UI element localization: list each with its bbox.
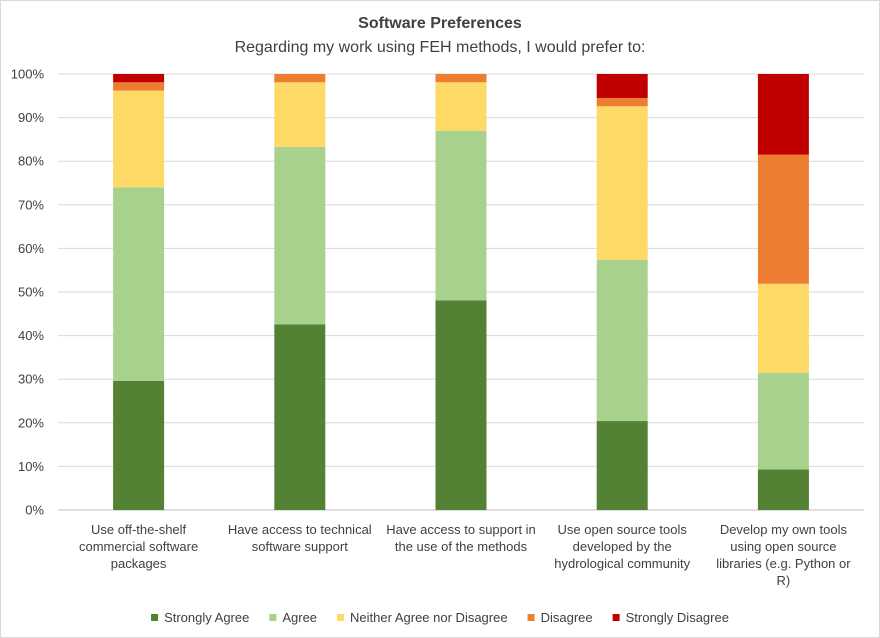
bar-segment	[113, 187, 165, 381]
bar-segment	[435, 82, 487, 131]
y-tick-label: 0%	[25, 503, 44, 518]
legend-item: Agree	[269, 610, 317, 625]
legend-label: Agree	[282, 610, 317, 625]
bar-segment	[274, 324, 326, 510]
category-label: software support	[252, 539, 348, 554]
category-label: hydrological community	[554, 556, 690, 571]
category-label: using open source	[730, 539, 836, 554]
bar-segment	[757, 372, 809, 470]
y-tick-label: 50%	[18, 285, 44, 300]
legend-swatch	[337, 614, 345, 621]
bar-segment	[757, 74, 809, 155]
category-label: R)	[777, 573, 791, 588]
y-tick-label: 60%	[18, 241, 44, 256]
legend-label: Strongly Agree	[164, 610, 249, 625]
bar-segment	[596, 106, 648, 260]
y-tick-label: 10%	[18, 459, 44, 474]
bar-segment	[274, 74, 326, 83]
category-label: Have access to support in	[386, 522, 536, 537]
bar-segment	[757, 469, 809, 510]
legend-label: Strongly Disagree	[626, 610, 729, 625]
bar-segment	[113, 90, 165, 188]
category-label: packages	[111, 556, 167, 571]
y-tick-label: 20%	[18, 415, 44, 430]
category-label: commercial software	[79, 539, 198, 554]
y-tick-label: 40%	[18, 328, 44, 343]
category-label: developed by the	[573, 539, 672, 554]
y-tick-label: 80%	[18, 154, 44, 169]
chart-title: Software Preferences	[358, 15, 522, 32]
bars	[113, 74, 809, 510]
bar-segment	[113, 74, 165, 83]
legend-item: Strongly Disagree	[612, 610, 729, 625]
category-label: libraries (e.g. Python or	[716, 556, 851, 571]
bar-segment	[596, 259, 648, 422]
legend-label: Neither Agree nor Disagree	[350, 610, 508, 625]
legend-swatch	[151, 614, 159, 621]
bar-segment	[113, 82, 165, 91]
bar-segment	[435, 300, 487, 510]
y-tick-label: 30%	[18, 372, 44, 387]
bar-segment	[274, 82, 326, 147]
x-axis: Use off-the-shelf commercial software pack…	[79, 522, 851, 588]
category-label: Develop my own tools	[720, 522, 848, 537]
category-label: Use open source tools	[558, 522, 688, 537]
bar-segment	[274, 146, 326, 325]
legend-swatch	[612, 614, 620, 621]
bar-segment	[113, 380, 165, 510]
legend-label: Disagree	[541, 610, 593, 625]
legend-item: Neither Agree nor Disagree	[337, 610, 508, 625]
bar-segment	[596, 421, 648, 510]
legend-item: Disagree	[527, 610, 593, 625]
legend-item: Strongly Agree	[151, 610, 249, 625]
y-axis: 0% 10% 20% 30% 40% 50% 60% 70% 80% 90% 100%	[11, 67, 45, 518]
category-label: Use off-the-shelf	[91, 522, 187, 537]
bar-segment	[435, 74, 487, 83]
legend-swatch	[269, 614, 277, 621]
legend-swatch	[527, 614, 535, 621]
y-tick-label: 100%	[11, 67, 45, 82]
bar-segment	[435, 130, 487, 301]
category-label: the use of the methods	[395, 539, 528, 554]
y-tick-label: 90%	[18, 110, 44, 125]
bar-segment	[757, 283, 809, 373]
y-tick-label: 70%	[18, 197, 44, 212]
bar-segment	[757, 154, 809, 284]
category-label: Have access to technical	[228, 522, 372, 537]
legend: Strongly Agree Agree Neither Agree nor Dis…	[151, 610, 729, 625]
bar-segment	[596, 74, 648, 98]
bar-segment	[596, 97, 648, 107]
chart-subtitle: Regarding my work using FEH methods, I w…	[235, 39, 646, 56]
